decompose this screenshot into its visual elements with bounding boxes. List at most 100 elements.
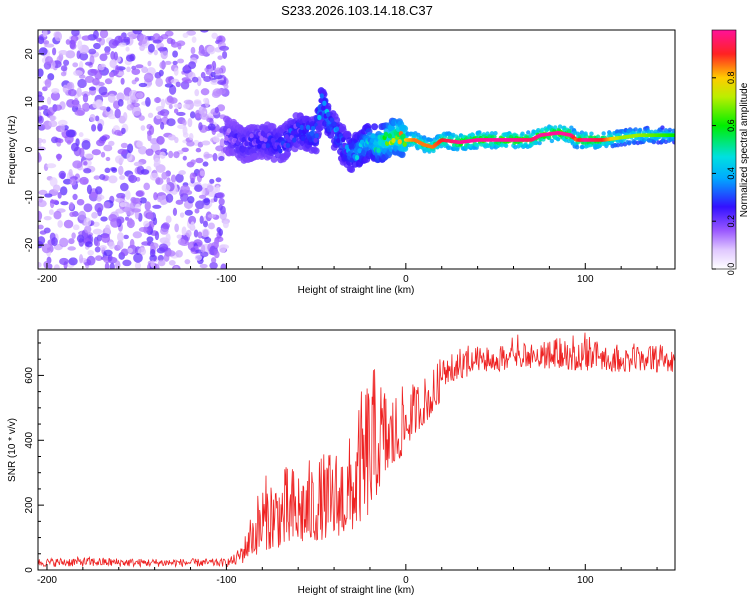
spectrogram-ridge-cell <box>295 122 301 128</box>
spectrogram-cell <box>120 127 126 135</box>
spectrogram-cell <box>428 137 433 143</box>
spectrogram-cell <box>198 194 207 199</box>
spectrogram-cell <box>94 202 104 213</box>
spectrogram-ridge-cell <box>318 97 323 104</box>
spectrogram-cell <box>138 115 145 121</box>
spectrogram-cell <box>155 177 164 185</box>
spectrogram-cell <box>202 229 209 238</box>
spectrogram-cell <box>127 247 133 254</box>
spectrogram-cell <box>50 91 61 101</box>
spectrogram-cell <box>138 227 148 233</box>
spectrogram-cell <box>176 234 183 239</box>
y-tick-label: 10 <box>24 96 35 108</box>
spectrogram-cell <box>214 106 219 114</box>
x-tick-label: 100 <box>577 274 594 285</box>
spectrogram-cell <box>84 75 95 84</box>
spectrogram-cell <box>165 215 172 224</box>
spectrogram-cell <box>50 199 59 204</box>
spectrogram-cell <box>183 103 190 109</box>
spectrogram-cell <box>92 221 100 227</box>
spectrogram-cell <box>159 61 167 69</box>
spectrogram-cell <box>168 150 174 159</box>
spectrogram-cell <box>104 167 111 174</box>
spectrogram-cell <box>589 131 594 136</box>
spectrogram-cell <box>73 70 83 77</box>
spectrogram-cell <box>125 216 130 221</box>
spectrogram-cell <box>104 78 113 85</box>
spectrogram-cell <box>71 30 80 37</box>
spectrogram-cell <box>44 193 53 198</box>
spectrogram-cell <box>59 257 69 266</box>
spectrogram-cell <box>153 49 158 56</box>
spectrogram-cell <box>134 77 140 82</box>
spectrogram-cell <box>42 86 48 92</box>
spectrogram-ridge-cell <box>391 137 396 144</box>
spectrogram-cell <box>122 111 128 122</box>
spectrogram-cell <box>182 132 189 138</box>
spectrogram-cell <box>181 226 187 236</box>
spectrogram-cell <box>185 229 192 238</box>
spectrogram-cell <box>103 144 113 152</box>
spectrogram-cell <box>183 99 194 105</box>
spectrogram-ridge-cell <box>347 151 352 157</box>
spectrogram-cell <box>129 238 135 249</box>
spectrogram-cell <box>206 184 214 193</box>
spectrogram-cell <box>173 265 179 269</box>
spectrogram-cell <box>111 167 118 173</box>
spectrogram-cell <box>206 64 212 70</box>
spectrogram-cell <box>194 208 200 214</box>
spectrogram-cell <box>211 32 218 39</box>
spectrogram-cell <box>38 152 41 163</box>
spectrogram-cell <box>68 169 73 177</box>
spectrogram-ridge-cell <box>319 93 325 99</box>
spectrogram-cell <box>123 36 131 43</box>
spectrogram-cell <box>91 124 97 132</box>
spectrogram-cell <box>175 199 184 205</box>
spectrogram-cell <box>108 39 118 49</box>
spectrogram-cell <box>120 77 125 85</box>
spectrogram-cell <box>206 45 216 55</box>
spectrogram-cell <box>152 39 162 44</box>
spectrogram-cell <box>140 125 146 131</box>
x-tick-label: -200 <box>37 575 57 586</box>
y-tick-label: 20 <box>24 48 35 60</box>
spectrogram-cell <box>38 142 42 147</box>
spectrogram-ridge-cell <box>241 136 247 143</box>
y-tick-label: -10 <box>24 190 35 205</box>
spectrogram-cell <box>126 66 131 73</box>
spectrogram-cell <box>180 184 191 194</box>
spectrogram-cell <box>93 175 101 180</box>
snr-frame <box>37 329 676 571</box>
spectrogram-cell <box>108 71 115 78</box>
spectrogram-cell <box>283 150 291 158</box>
spectrogram-cell <box>156 135 165 145</box>
spectrogram-cell <box>199 263 208 269</box>
spectrogram-cell <box>118 42 127 47</box>
spectrogram-cell <box>69 178 77 186</box>
spectrogram-cell <box>157 47 168 52</box>
spectrogram-cell <box>73 98 79 108</box>
spectrogram-cell <box>94 246 101 253</box>
spectrogram-cell <box>44 56 54 65</box>
spectrogram-cell <box>633 127 638 132</box>
spectrogram-cell <box>117 148 128 155</box>
spectrogram-cell <box>51 237 58 247</box>
spectrogram-cell <box>194 254 203 261</box>
colorbar: 0.0 0.2 0.4 0.6 0.8 Normalized spectral ampl… <box>711 29 750 275</box>
colorbar-tick-label: 0.6 <box>726 119 736 132</box>
spectrogram-cell <box>214 67 222 76</box>
spectrogram-ridge-cell <box>325 111 331 118</box>
spectrogram-cell <box>127 143 134 154</box>
spectrogram-cell <box>168 104 173 110</box>
spectrogram-cell <box>222 220 229 229</box>
spectrogram-ridge-cell <box>260 130 266 137</box>
spectrogram-cell <box>116 216 125 224</box>
spectrogram-cell <box>65 39 71 45</box>
spectrogram-cell <box>95 186 103 195</box>
spectrogram-cell <box>194 184 203 192</box>
spectrogram-cell <box>215 145 225 152</box>
spectrogram-cell <box>520 131 525 136</box>
spectrogram-ridge-cell <box>299 124 304 130</box>
spectrogram-cell <box>58 49 68 55</box>
spectrogram-cell <box>199 170 205 177</box>
